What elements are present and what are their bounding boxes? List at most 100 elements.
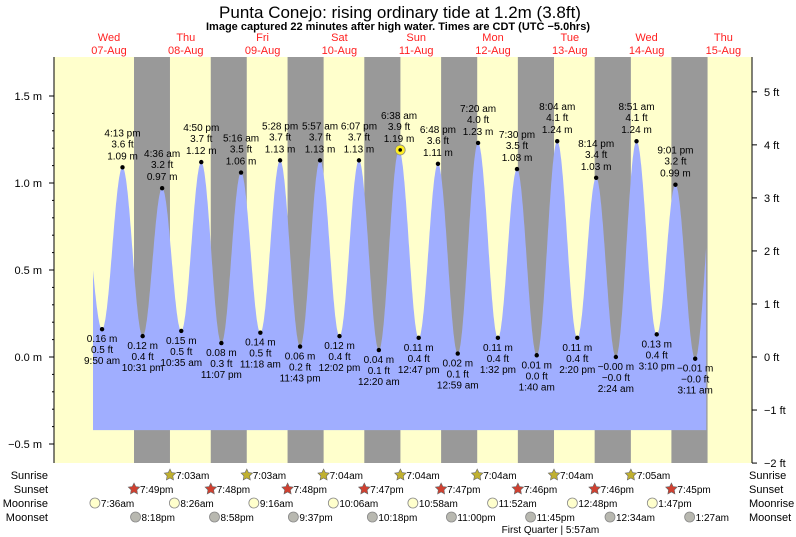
right-axis-tick-label: 3 ft [764,193,779,205]
low-tide-time-label: 10:31 pm [122,363,164,374]
day-of-week-label: Tue [561,32,580,44]
moonrise-icon [566,497,578,509]
moonrise-icon [407,497,419,509]
high-tide-ft-label: 3.7 ft [269,132,291,143]
high-tide-m-label: 1.09 m [107,151,138,162]
low-tide-ft-label: 0.4 ft [328,352,350,363]
high-tide-time-label: 5:57 am [302,121,338,132]
high-tide-time-label: 8:51 am [618,102,654,113]
high-tide-point [435,161,441,167]
tide-area [93,141,707,431]
high-tide-point [356,158,362,163]
low-tide-ft-label: 0.2 ft [289,363,311,374]
low-tide-ft-label: 0.1 ft [447,370,469,381]
sunset-row-label-right: Sunset [749,484,783,496]
left-axis-tick-label: 1.5 m [14,91,42,103]
high-tide-point [238,170,244,175]
sunrise-icon [624,468,638,481]
day-of-week-label: Sun [406,32,426,44]
high-tide-m-label: 1.08 m [502,153,533,164]
high-tide-m-label: 0.99 m [660,169,691,180]
low-tide-point [692,356,698,361]
high-tide-time-label: 5:28 pm [262,121,298,132]
low-tide-ft-label: 0.4 ft [408,354,430,365]
low-tide-m-label: 0.04 m [364,355,395,366]
high-tide-m-label: 1.24 m [542,125,573,136]
low-tide-m-label: 0.02 m [442,359,473,370]
high-tide-m-label: 1.11 m [423,148,453,159]
moonset-icon [130,511,141,523]
sunrise-icon [470,468,484,481]
sunset-icon [511,482,525,495]
high-tide-time-label: 9:01 pm [657,146,693,157]
sunrise-time: 7:03am [253,471,286,482]
low-tide-time-label: 1:32 pm [480,365,516,376]
moonrise-icon [248,497,260,509]
day-of-week-label: Wed [98,32,120,44]
low-tide-m-label: 0.06 m [285,352,316,363]
moonset-time: 11:45pm [537,513,575,524]
high-tide-m-label: 1.23 m [463,127,494,138]
low-tide-time-label: 9:50 am [84,356,120,367]
low-tide-m-label: −0.01 m [677,364,713,375]
high-tide-time-label: 8:04 am [539,102,575,113]
high-tide-m-label: 1.13 m [265,144,296,155]
day-of-week-label: Thu [714,32,733,44]
sunset-icon [357,482,371,495]
day-of-week-label: Fri [256,32,269,44]
moonrise-time: 12:48pm [578,499,617,510]
sunset-time: 7:49pm [140,485,173,496]
moonset-icon [445,511,457,523]
high-tide-ft-label: 3.4 ft [585,150,607,161]
high-tide-point [593,175,599,180]
high-tide-time-label: 6:38 am [381,111,417,122]
high-tide-point [555,139,560,144]
sunrise-icon [240,468,254,481]
high-tide-m-label: 1.19 m [384,134,415,145]
low-tide-m-label: 0.11 m [562,343,592,354]
low-tide-m-label: −0.00 m [598,362,634,373]
low-tide-ft-label: 0.4 ft [566,354,588,365]
high-tide-ft-label: 3.9 ft [388,122,410,133]
low-tide-point [179,328,184,334]
date-label: 11-Aug [399,45,434,57]
date-label: 07-Aug [91,45,126,57]
low-tide-point [376,347,382,353]
right-axis-tick-label: 0 ft [764,352,779,364]
sunset-time: 7:46pm [601,485,634,496]
date-label: 12-Aug [475,45,510,57]
sunrise-time: 7:04am [483,471,516,482]
low-tide-m-label: 0.11 m [483,343,513,354]
low-tide-point [613,354,619,360]
sunrise-time: 7:04am [560,471,593,482]
high-tide-point [120,165,125,170]
day-of-week-label: Sat [331,32,348,44]
moonset-icon [287,511,299,523]
low-tide-point [337,333,342,339]
sunset-time: 7:47pm [447,485,480,496]
low-tide-point [219,340,224,346]
high-tide-ft-label: 3.7 ft [309,132,331,143]
low-tide-m-label: 0.13 m [641,339,672,350]
sunrise-row-label-right: Sunrise [749,470,786,482]
plot-area: 0.16 m0.5 ft9:50 am4:13 pm3.6 ft1.09 m0.… [3,32,795,536]
high-tide-ft-label: 3.7 ft [190,134,212,145]
low-tide-ft-label: 0.1 ft [368,366,390,377]
low-tide-ft-label: −0.0 ft [602,373,630,384]
low-tide-point [534,353,539,358]
high-tide-time-label: 6:07 pm [341,121,377,132]
low-tide-time-label: 12:59 am [437,381,479,392]
sunrise-time: 7:05am [637,471,670,482]
high-tide-m-label: 1.12 m [186,146,217,157]
high-tide-time-label: 7:30 pm [499,130,535,141]
high-tide-m-label: 0.97 m [147,172,178,183]
chart-title: Punta Conejo: rising ordinary tide at 1.… [219,3,581,22]
low-tide-m-label: 0.11 m [404,343,434,354]
sunset-icon [434,482,448,495]
sunset-row-label-left: Sunset [14,484,48,496]
moonset-icon [525,511,536,523]
high-tide-point [277,158,283,163]
sunset-time: 7:48pm [294,485,327,496]
sunrise-time: 7:04am [330,471,363,482]
